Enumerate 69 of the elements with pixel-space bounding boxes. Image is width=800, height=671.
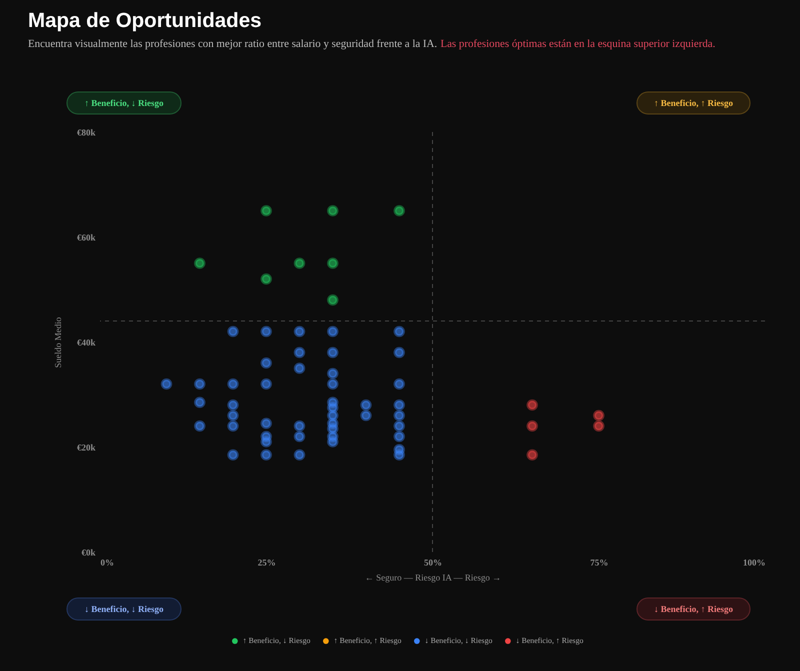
point [160,378,172,390]
point [294,420,306,432]
x-axis-title: ← Seguro — Riesgo IA — Riesgo → [364,572,502,582]
point [194,258,206,269]
text: ↑ Beneficio, ↑ Riesgo [654,98,734,108]
x-tick-label: 50% [424,558,442,568]
point [394,205,405,216]
x-tick-label: 0% [100,558,114,568]
point [394,420,405,432]
point [327,378,338,390]
point [394,430,405,442]
point [294,258,306,269]
point [360,399,372,411]
point [227,399,239,411]
point [327,258,338,269]
point [194,378,206,390]
point [327,205,338,216]
x-tick-label: 75% [590,558,608,568]
point [227,378,239,390]
point [194,420,206,432]
point [194,396,206,408]
point [394,346,405,358]
point [327,436,338,448]
point [593,410,604,422]
x-tick-label: 25% [258,558,276,568]
point [394,378,405,390]
point [526,449,538,461]
point [294,346,306,358]
text: ↓ Beneficio, ↓ Riesgo [84,604,164,614]
point [294,449,306,461]
y-tick-label: €20k [76,442,96,452]
y-tick-label: €60k [76,232,96,242]
point [260,357,272,369]
point [260,273,272,285]
y-tick-label: €40k [76,338,96,348]
text: Las profesiones óptimas están en la esquina superior izquierda. [440,38,716,50]
point [260,449,272,461]
point [294,326,306,338]
point [260,378,272,390]
chart-subtitle: Encuentra visualmente las profesiones con mejor ratio entre salario y seguridad frente a la IA. [28,38,438,50]
point [394,326,405,338]
text: ↓ Beneficio, ↑ Riesgo [654,604,734,614]
text: ↑ Beneficio, ↓ Riesgo [84,98,164,108]
point [260,436,272,448]
point [227,420,239,432]
point [260,205,272,216]
point [327,294,338,306]
point [327,368,338,380]
point [294,362,306,374]
y-axis-title: Sueldo Medio [52,316,63,368]
point [260,326,272,338]
point [526,420,538,432]
y-tick-label: €0k [81,548,96,558]
point [394,449,405,461]
point [327,326,338,338]
point [360,410,372,422]
y-tick-label: €80k [76,128,96,138]
x-tick-label: 100% [743,558,766,568]
point [227,449,239,461]
chart-title: Mapa de Oportunidades [28,9,262,32]
point [227,326,239,338]
point [294,430,306,442]
point [394,399,405,411]
point [526,399,538,411]
point [227,410,239,422]
point [394,410,405,422]
point [327,346,338,358]
point [593,420,604,432]
point [260,418,272,430]
